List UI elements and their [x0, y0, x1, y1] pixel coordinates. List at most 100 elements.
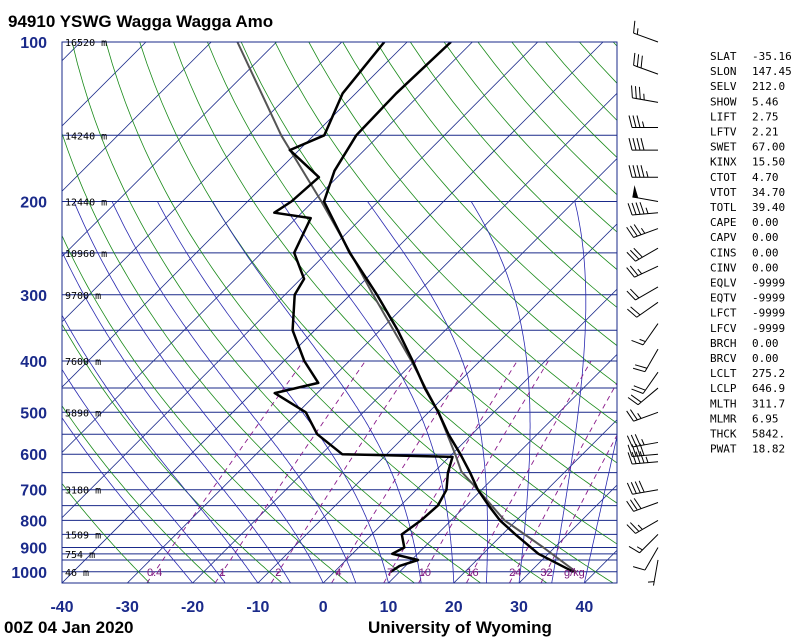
moist-adiabat	[157, 201, 389, 583]
wind-barbs	[626, 20, 659, 586]
barb-full	[628, 165, 633, 178]
dry-adiabat	[71, 42, 481, 583]
mixing-ratio-line	[331, 360, 471, 583]
index-name: CINV	[710, 261, 737, 274]
index-value: -9999	[752, 322, 785, 335]
footer-time: 00Z 04 Jan 2020	[4, 618, 133, 637]
moist-adiabat	[367, 201, 488, 583]
dry-adiabat	[62, 132, 415, 583]
barb-staff	[642, 371, 659, 394]
height-label: 12440 m	[65, 197, 107, 208]
barb-staff	[635, 286, 659, 301]
barb-full	[628, 115, 633, 128]
barb-staff	[637, 387, 659, 406]
barb-full	[627, 308, 638, 318]
moist-adiabat	[62, 314, 259, 583]
parcel-curve-point	[320, 200, 323, 203]
dry-adiabat	[62, 323, 283, 583]
barb-half	[637, 268, 643, 275]
barb-full	[635, 443, 641, 456]
barb-full	[640, 165, 645, 178]
dewpoint-curve-point	[290, 200, 292, 203]
index-value: 15.50	[752, 156, 785, 169]
pressure-tick-label: 900	[20, 541, 47, 558]
pressure-tick-label: 1000	[11, 565, 47, 582]
dewpoint-curve-point	[274, 392, 276, 394]
wind-barb	[627, 301, 659, 318]
mixing-ratio-label: 16	[466, 567, 478, 579]
dewpoint-curve-point	[293, 252, 295, 254]
barb-full	[635, 451, 641, 464]
barb-staff	[639, 534, 659, 554]
temperature-curve-point	[572, 571, 574, 573]
index-name: LIFT	[710, 110, 737, 123]
barb-half	[645, 207, 649, 214]
pressure-tick-label: 500	[20, 405, 47, 422]
barb-full	[636, 54, 640, 67]
isotherm-line	[127, 92, 617, 583]
barb-full	[629, 522, 640, 532]
index-name: SHOW	[710, 95, 737, 108]
barb-full	[626, 524, 636, 534]
height-label: 5890 m	[65, 408, 101, 419]
indices-table: SLAT -35.16 SLON 147.45 SELV 212.0 SHOW 5.46 LIF…	[710, 50, 792, 456]
index-value: 147.45	[752, 65, 792, 78]
parcel-curve-point	[460, 470, 462, 473]
temperature-curve-point	[376, 294, 378, 296]
dry-adiabat	[62, 405, 217, 583]
barb-half	[639, 338, 646, 343]
mixing-ratio-line	[466, 360, 592, 583]
dry-adiabat	[139, 42, 614, 583]
index-name: SLON	[710, 65, 737, 78]
isotherm-line	[62, 42, 343, 323]
wind-barb	[626, 409, 659, 422]
index-name: CTOT	[710, 171, 737, 184]
barb-full	[626, 482, 633, 495]
index-name: SWET	[710, 141, 737, 154]
index-name: TOTL	[710, 201, 737, 214]
wind-barb	[632, 547, 659, 571]
barb-half	[645, 456, 649, 463]
wind-barb	[633, 20, 659, 43]
dewpoint-curve-point	[420, 519, 422, 522]
barb-half	[637, 524, 643, 530]
moist-adiabat	[62, 250, 291, 583]
temperature-curve-point	[355, 134, 357, 136]
temperature-tick-label: -10	[246, 599, 269, 616]
moist-adiabat	[551, 201, 587, 583]
dewpoint-curve-point	[291, 329, 294, 331]
index-name: THCK	[710, 428, 737, 441]
barb-full	[638, 86, 641, 100]
dry-adiabat	[443, 42, 617, 233]
moist-adiabat	[73, 201, 324, 583]
barb-full	[626, 226, 634, 238]
barb-full	[632, 566, 646, 571]
index-value: 275.2	[752, 367, 785, 380]
mixing-ratio-line	[270, 360, 417, 583]
dewpoint-curve-point	[342, 92, 344, 94]
index-name: CAPE	[710, 216, 737, 229]
mixing-ratio-line	[509, 381, 617, 583]
barb-staff	[635, 520, 659, 534]
moist-adiabat	[280, 201, 455, 583]
barb-full	[627, 397, 639, 406]
mixing-ratio-label: 10	[419, 567, 431, 579]
barb-full	[626, 410, 634, 422]
barb-full	[629, 409, 638, 421]
dry-adiabat	[240, 42, 617, 464]
mixing-ratio-line	[214, 360, 366, 583]
index-name: CAPV	[710, 231, 737, 244]
wind-barb	[647, 559, 659, 586]
index-value: 0.00	[752, 231, 779, 244]
index-value: -9999	[752, 277, 785, 290]
index-value: 18.82	[752, 443, 785, 456]
moist-adiabat	[62, 368, 226, 583]
wind-barb	[627, 202, 659, 216]
temperature-tick-label: -20	[181, 599, 204, 616]
barb-staff	[633, 32, 659, 43]
background-grid	[62, 42, 617, 583]
barb-full	[629, 225, 638, 237]
index-name: EQTV	[710, 292, 737, 305]
isotherm-line	[62, 42, 212, 192]
